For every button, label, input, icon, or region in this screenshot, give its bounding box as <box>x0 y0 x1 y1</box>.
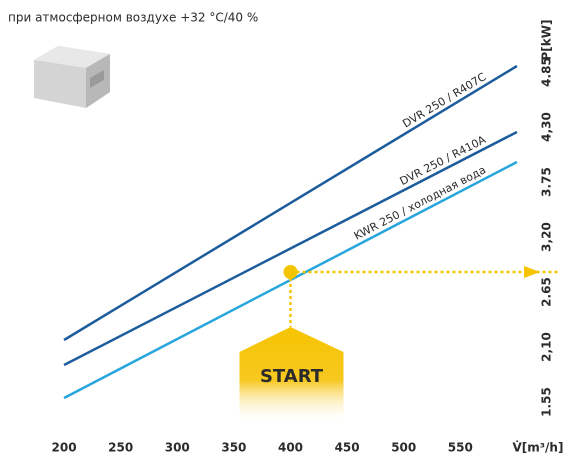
x-tick-label: 300 <box>165 441 190 455</box>
y-tick-label: 3.75 <box>540 167 554 197</box>
y-axis-label: P[kW] <box>540 20 554 61</box>
start-point <box>283 265 298 279</box>
start-badge <box>239 327 344 424</box>
series-label: DVR 250 / R407C <box>400 70 488 130</box>
x-tick-label: 200 <box>52 441 77 455</box>
start-label: START <box>260 366 324 387</box>
x-tick-label: 400 <box>278 441 303 455</box>
x-tick-label: 350 <box>221 441 246 455</box>
y-tick-label: 1.55 <box>540 387 554 417</box>
series-line <box>63 130 518 367</box>
y-tick-label: 3,20 <box>540 222 554 252</box>
y-tick-label: 2,10 <box>540 332 554 362</box>
x-axis-label: V̇[m³/h] <box>513 440 564 454</box>
series-line <box>63 64 518 342</box>
x-tick-label: 450 <box>335 441 360 455</box>
device-icon <box>34 46 110 108</box>
y-tick-label: 2.65 <box>540 277 554 307</box>
chart-title: при атмосферном воздухе +32 °C/40 % <box>8 11 258 25</box>
y-tick-label: 4,30 <box>540 112 554 142</box>
y-tick-label: 4.85 <box>540 57 554 87</box>
x-tick-label: 500 <box>391 441 416 455</box>
x-tick-label: 250 <box>108 441 133 455</box>
x-tick-label: 550 <box>448 441 473 455</box>
guide-arrow <box>524 266 540 278</box>
